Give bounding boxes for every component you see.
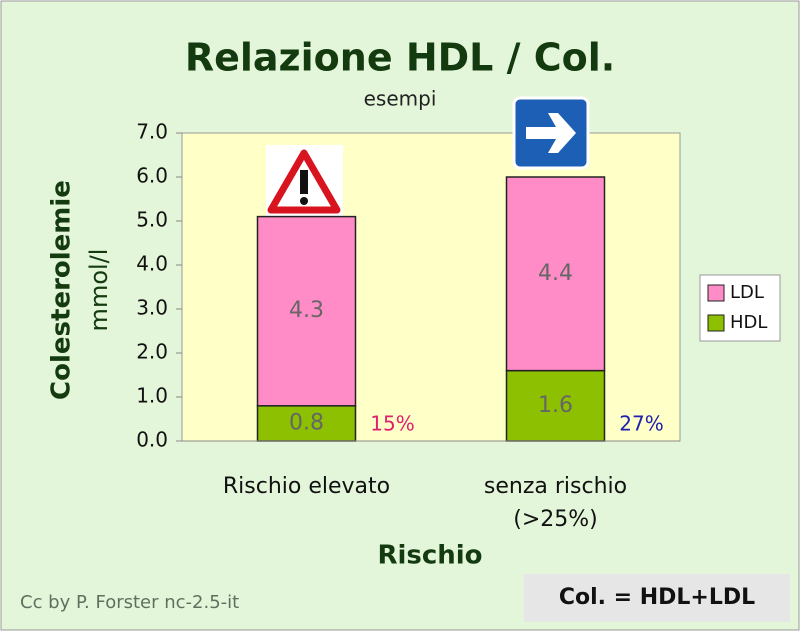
percent-annotation: 15% bbox=[370, 412, 414, 436]
y-axis-label: Colesterolemie bbox=[47, 180, 77, 400]
arrow-icon bbox=[512, 96, 590, 170]
y-tick-label: 3.0 bbox=[136, 296, 168, 320]
y-tick-label: 2.0 bbox=[136, 340, 168, 364]
plot-area bbox=[181, 132, 681, 442]
x-tick-label: Rischio elevato bbox=[222, 474, 391, 499]
legend-swatch bbox=[707, 284, 725, 302]
bar-segment bbox=[505, 369, 606, 442]
x-tick-label-box: Rischio elevato bbox=[222, 474, 391, 499]
y-tick-label: 1.0 bbox=[136, 384, 168, 408]
legend-label: HDL bbox=[730, 312, 767, 333]
credit: Cc by P. Forster nc-2.5-it bbox=[20, 592, 239, 613]
formula-box bbox=[524, 574, 790, 622]
x-axis-title: Rischio bbox=[377, 541, 482, 571]
chart-title: Relazione HDL / Col. bbox=[185, 36, 615, 80]
y-tick-label: 4.0 bbox=[136, 252, 168, 276]
data-label: 4.3 bbox=[289, 298, 324, 323]
formula: Col. = HDL+LDL bbox=[559, 585, 755, 610]
chart-subtitle: esempi bbox=[364, 87, 437, 111]
x-tick-label: senza rischio (>25%) bbox=[483, 474, 628, 532]
y-axis-title: Colesterolemie mmol/l bbox=[47, 180, 114, 400]
bar-segment bbox=[505, 176, 606, 372]
legend-label: LDL bbox=[730, 282, 764, 303]
data-label: 1.6 bbox=[538, 393, 573, 418]
y-tick-label: 0.0 bbox=[136, 428, 168, 452]
data-label: 0.8 bbox=[289, 410, 324, 435]
percent-annotation: 27% bbox=[619, 412, 663, 436]
y-tick-label: 5.0 bbox=[136, 208, 168, 232]
legend-swatch bbox=[707, 314, 725, 332]
y-tick-label: 6.0 bbox=[136, 164, 168, 188]
y-axis-unit: mmol/l bbox=[85, 249, 113, 332]
bar-segment bbox=[256, 215, 357, 407]
y-tick-label: 7.0 bbox=[136, 120, 168, 144]
x-tick-label-box: senza rischio (>25%) bbox=[483, 474, 628, 532]
warning-icon bbox=[266, 145, 343, 220]
data-label: 4.4 bbox=[538, 261, 573, 286]
